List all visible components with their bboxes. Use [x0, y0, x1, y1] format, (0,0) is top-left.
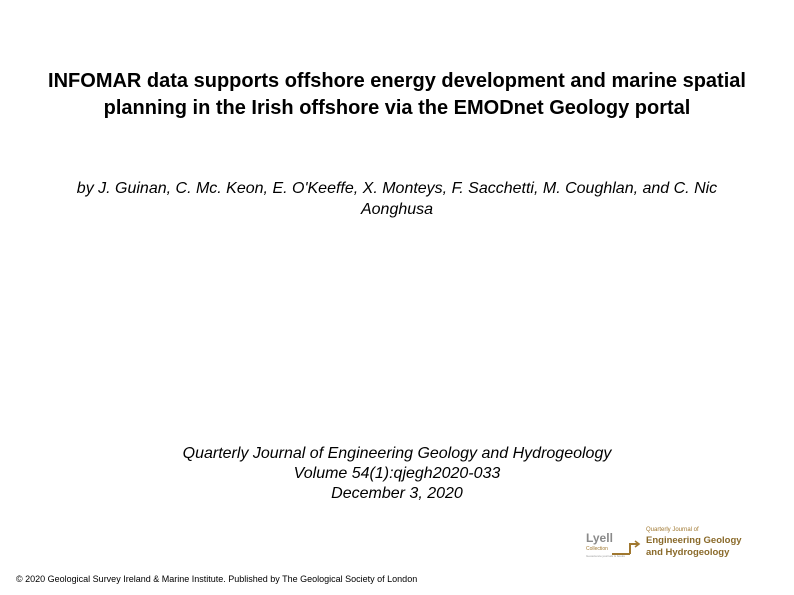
- copyright-notice: © 2020 Geological Survey Ireland & Marin…: [16, 574, 418, 584]
- journal-name: Quarterly Journal of Engineering Geology…: [182, 445, 612, 462]
- journal-volume: Volume 54(1):qjegh2020-033: [293, 465, 501, 482]
- lyell-collection-label: Collection: [586, 546, 608, 552]
- citation-block: Quarterly Journal of Engineering Geology…: [120, 444, 674, 504]
- lyell-tagline: Geoscience journals & books: [586, 554, 625, 558]
- lyell-wordmark: Lyell: [586, 531, 613, 545]
- publication-date: December 3, 2020: [331, 485, 463, 502]
- journal-mark-small-text: Quarterly Journal of: [646, 527, 699, 533]
- authors-line: by J. Guinan, C. Mc. Keon, E. O'Keeffe, …: [76, 180, 718, 218]
- journal-mark-line-1: Engineering Geology: [646, 535, 742, 546]
- lyell-arrow-icon: [612, 540, 641, 555]
- journal-logo: Lyell Collection Geoscience journals & b…: [584, 526, 774, 564]
- journal-mark-line-2: and Hydrogeology: [646, 547, 730, 558]
- qjegh-journal-mark: Quarterly Journal of Engineering Geology…: [646, 526, 774, 564]
- lyell-collection-logo: Lyell Collection Geoscience journals & b…: [584, 530, 644, 564]
- slide-title: INFOMAR data supports offshore energy de…: [48, 70, 746, 119]
